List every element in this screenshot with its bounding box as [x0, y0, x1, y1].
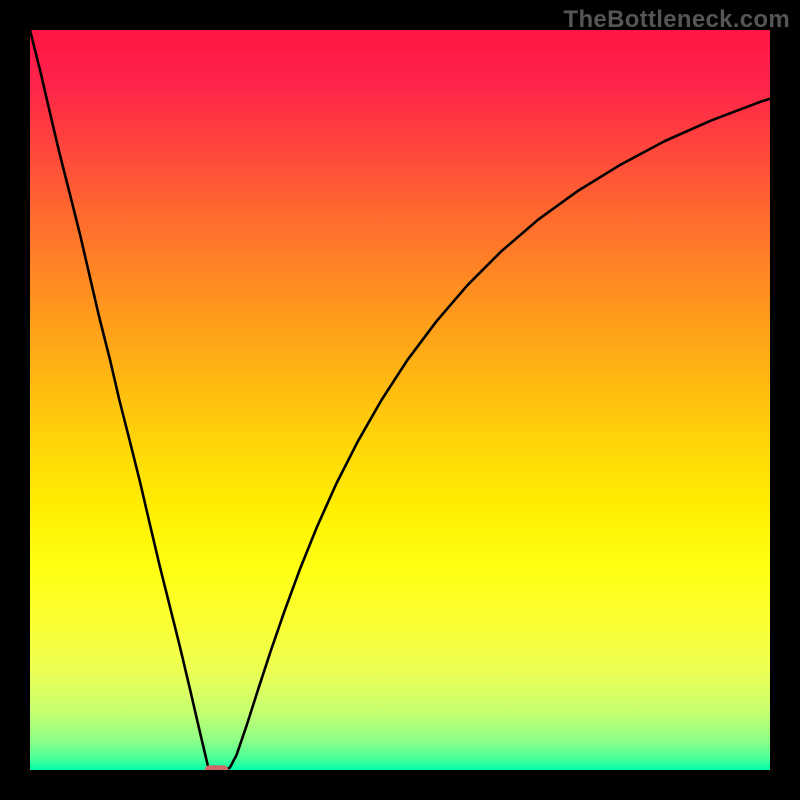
chart-frame: TheBottleneck.com [0, 0, 800, 800]
chart-svg [30, 30, 770, 770]
optimal-marker [205, 765, 229, 770]
plot-area [30, 30, 770, 770]
chart-background [30, 30, 770, 770]
